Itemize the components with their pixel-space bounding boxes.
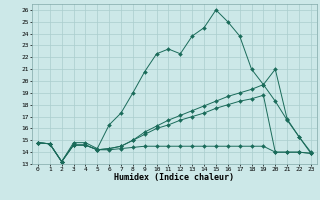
X-axis label: Humidex (Indice chaleur): Humidex (Indice chaleur): [115, 173, 234, 182]
